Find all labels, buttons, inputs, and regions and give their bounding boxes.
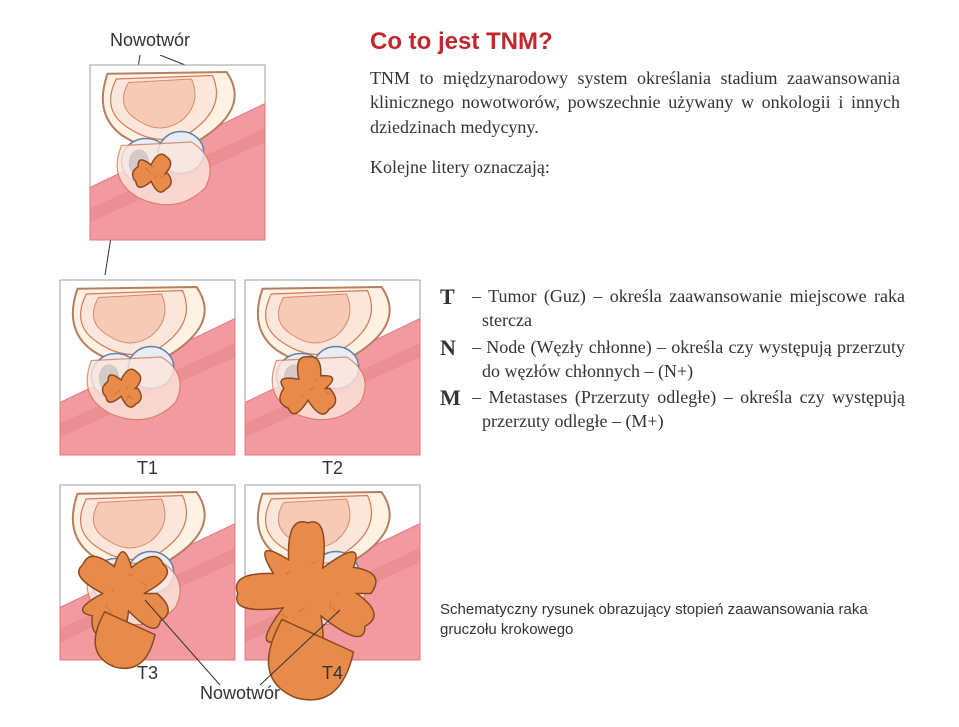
tnm-text-n: – Node (Węzły chłonne) – określa czy wys… [472, 335, 905, 384]
tnm-text-t: – Tumor (Guz) – określa zaawansowanie mi… [472, 284, 905, 333]
tnm-definitions: T – Tumor (Guz) – określa zaawansowanie … [440, 284, 905, 436]
bottom-callout-lines [90, 570, 390, 690]
tnm-text-m: – Metastases (Przerzuty odległe) – okreś… [472, 385, 905, 434]
stage-label-t1: T1 [60, 458, 235, 479]
tnm-row-m: M – Metastases (Przerzuty odległe) – okr… [440, 385, 905, 434]
tnm-row-t: T – Tumor (Guz) – określa zaawansowanie … [440, 284, 905, 333]
stage-label-t2: T2 [245, 458, 420, 479]
diagram-caption: Schematyczny rysunek obrazujący stopień … [440, 600, 905, 641]
tnm-row-n: N – Node (Węzły chłonne) – określa czy w… [440, 335, 905, 384]
